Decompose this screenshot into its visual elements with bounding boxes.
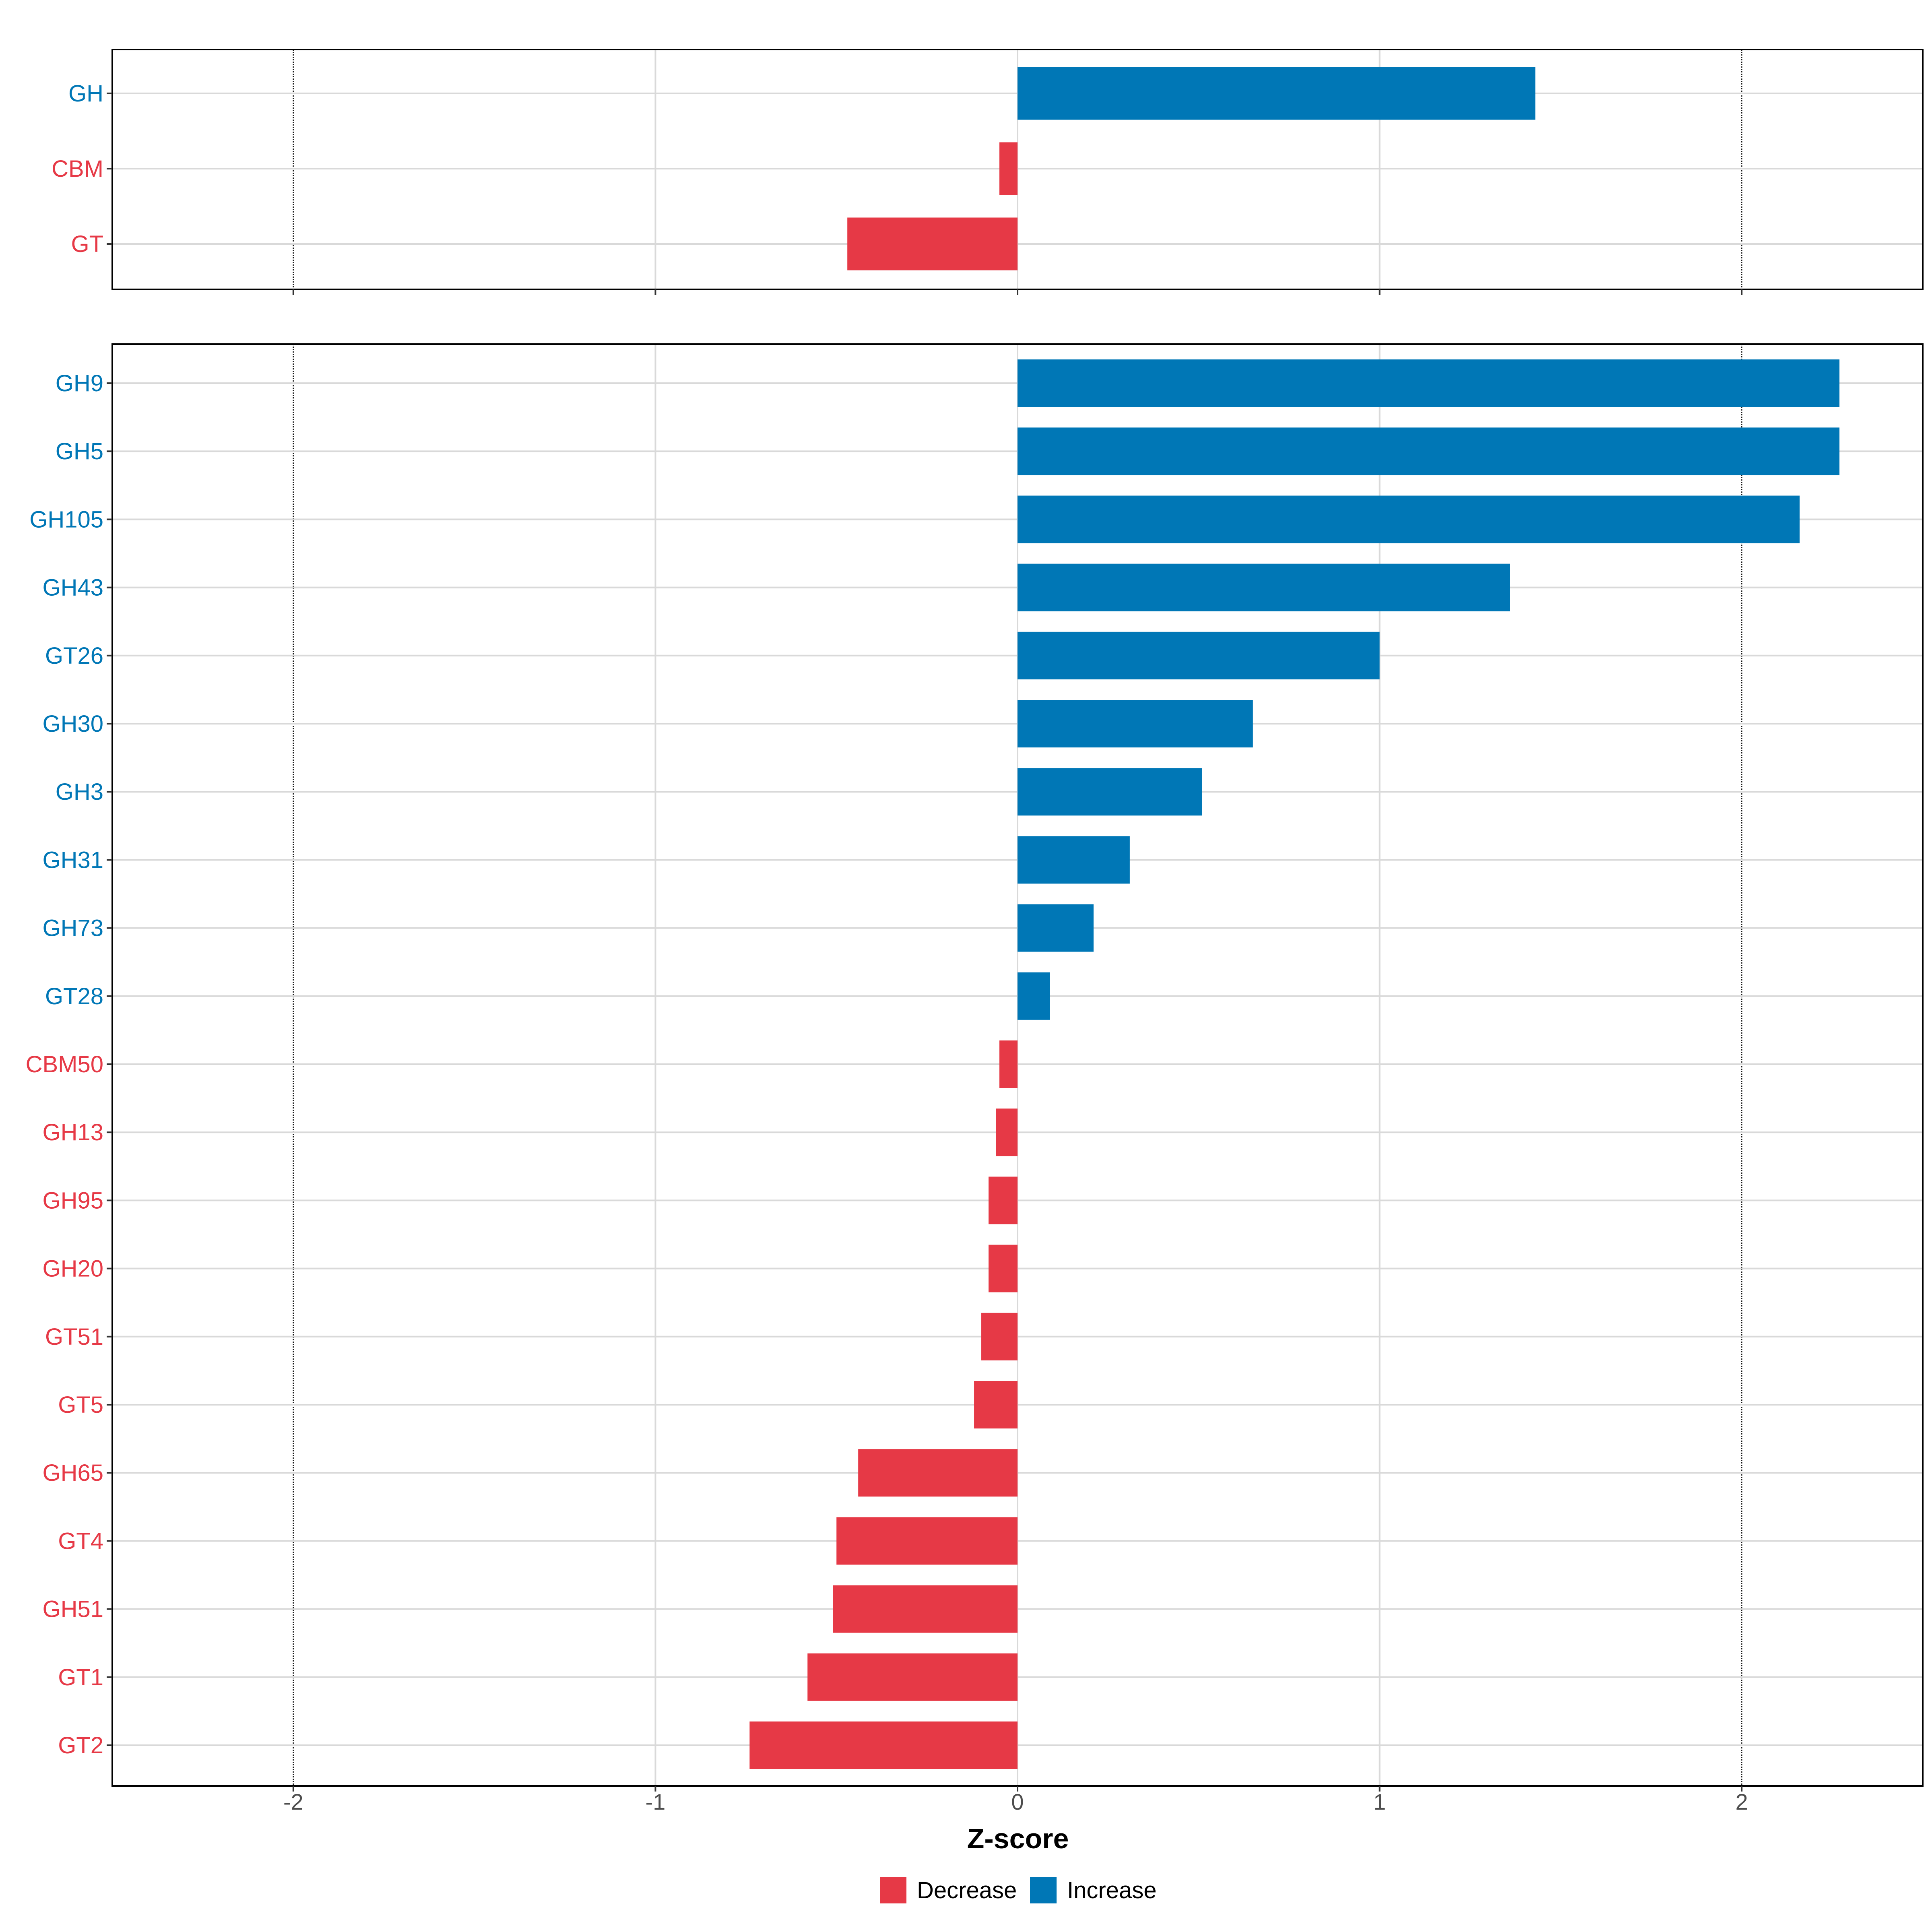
bar-gh13: [996, 1108, 1018, 1156]
y-tick-label: GH20: [42, 1256, 103, 1282]
x-tick-label: 0: [1011, 1789, 1024, 1814]
y-tick-label: GT26: [45, 643, 103, 669]
y-tick-label: GH13: [42, 1119, 103, 1146]
y-tick-label: GH3: [56, 779, 103, 805]
bar-gh31: [1018, 836, 1130, 884]
y-tick-label: GT51: [45, 1324, 103, 1350]
bar-gh30: [1018, 700, 1253, 747]
y-tick-label: GH9: [56, 370, 103, 396]
bar-gh9: [1018, 359, 1840, 407]
bar-gh95: [989, 1177, 1018, 1224]
bar-gh65: [858, 1449, 1018, 1497]
legend-label-decrease: Decrease: [917, 1877, 1017, 1903]
bar-cbm: [999, 142, 1018, 195]
bar-gt: [847, 217, 1018, 270]
x-tick-label: -2: [283, 1789, 303, 1814]
bar-gh20: [989, 1245, 1018, 1292]
y-tick-label: GT1: [58, 1664, 103, 1690]
y-tick-label: GH73: [42, 915, 103, 941]
bar-gh5: [1018, 427, 1840, 475]
y-tick-label: GH: [68, 80, 103, 107]
bar-gh3: [1018, 768, 1202, 816]
x-axis-title: Z-score: [967, 1823, 1069, 1854]
y-tick-label: GH30: [42, 711, 103, 737]
bar-gt5: [974, 1381, 1018, 1428]
y-tick-label: GT5: [58, 1392, 103, 1418]
bar-gt28: [1018, 972, 1050, 1020]
y-tick-label: CBM50: [26, 1051, 103, 1077]
bar-gt51: [981, 1313, 1018, 1360]
bar-gt1: [807, 1653, 1018, 1701]
y-tick-label: GH105: [29, 506, 103, 533]
y-tick-label: GH5: [56, 438, 103, 464]
bar-gh43: [1018, 564, 1510, 611]
x-tick-label: 1: [1373, 1789, 1386, 1814]
y-tick-label: GT2: [58, 1732, 103, 1759]
y-tick-label: GH65: [42, 1460, 103, 1486]
y-tick-label: GH51: [42, 1596, 103, 1622]
legend-swatch-decrease: [880, 1877, 906, 1903]
bottom-panel: GH9 GH5 GH105 GH43 GT26 GH30 GH3 GH31 GH73 GT28 CB…: [26, 343, 1924, 1792]
y-tick-label: GH31: [42, 847, 103, 873]
x-tick-label: 2: [1736, 1789, 1748, 1814]
bar-gh73: [1018, 904, 1094, 952]
y-tick-label: GH43: [42, 575, 103, 601]
bar-gt2: [749, 1721, 1018, 1769]
bar-gh: [1018, 67, 1536, 120]
bar-gt4: [836, 1517, 1018, 1565]
legend: Decrease Increase: [880, 1877, 1156, 1903]
bar-cbm50: [999, 1040, 1018, 1088]
y-tick-label: CBM: [52, 156, 103, 182]
y-tick-label: GH95: [42, 1187, 103, 1214]
bar-gt26: [1018, 632, 1380, 679]
legend-label-increase: Increase: [1067, 1877, 1156, 1903]
bar-gh105: [1018, 495, 1800, 543]
x-tick-label: -1: [646, 1789, 666, 1814]
legend-swatch-increase: [1030, 1877, 1057, 1903]
y-tick-label: GT4: [58, 1528, 103, 1554]
bar-gh51: [833, 1585, 1018, 1633]
x-axis: -2 -1 0 1 2: [283, 1789, 1748, 1814]
y-tick-label: GT28: [45, 983, 103, 1009]
top-panel: GH CBM GT: [52, 49, 1924, 295]
y-tick-label: GT: [71, 231, 103, 257]
